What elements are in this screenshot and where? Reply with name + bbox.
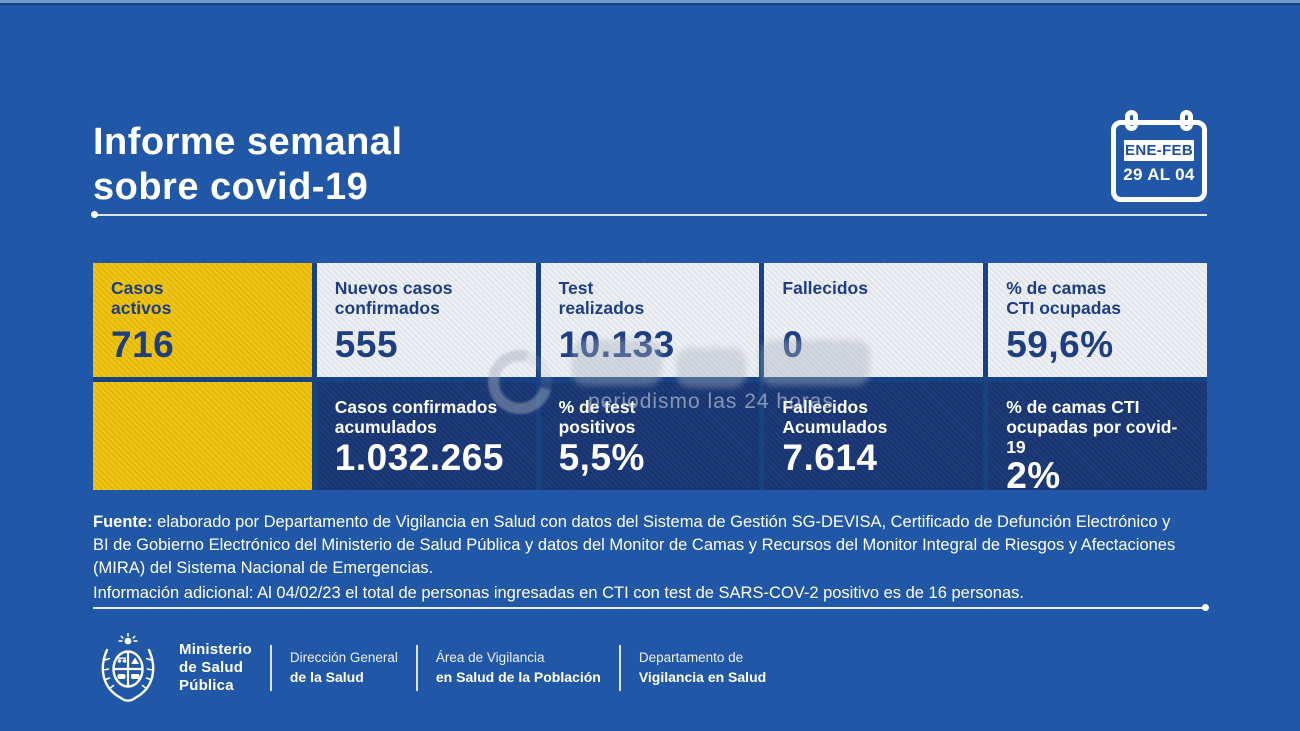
top-edge-strip [0, 0, 1300, 3]
stat-value: 1.032.265 [334, 437, 504, 478]
footer-group-direccion: Dirección General de la Salud [290, 649, 398, 686]
title-divider-dot [91, 211, 98, 218]
top-edge-line [0, 3, 1300, 5]
footer-group-line2: de la Salud [289, 668, 364, 685]
stat-card-fallecidos: Fallecidos 0 [764, 263, 984, 377]
stat-value: 2% [1006, 455, 1061, 497]
stat-card-yellow-spacer [93, 382, 312, 490]
stat-value: 7.614 [782, 437, 878, 478]
stat-card-camas-cti: % de camas CTI ocupadas 59,6% [988, 263, 1207, 377]
calendar-day-range: 29 AL 04 [1123, 165, 1195, 184]
footer-group-area-vigilancia: Área de Vigilancia en Salud de la Poblac… [436, 649, 601, 686]
info-divider-dot [1202, 604, 1209, 611]
footer-group-line1: Departamento de [638, 650, 744, 666]
stat-value: 10.133 [558, 324, 675, 365]
stat-label: % de test positivos [558, 397, 636, 438]
footer-group-departamento: Departamento de Vigilancia en Salud [639, 649, 766, 686]
calendar-month-range: ENE-FEB [1124, 140, 1194, 161]
stat-value: 716 [111, 324, 175, 365]
stat-card-test-realizados: Test realizados 10.133 [540, 263, 760, 377]
stat-label: Test realizados [558, 278, 645, 319]
stat-label: % de camas CTI ocupadas [1006, 278, 1121, 319]
source-label: Fuente: [93, 513, 153, 531]
stat-label: % de camas CTI ocupadas por covid-19 [1006, 397, 1178, 458]
footer-group-line2: en Salud de la Población [435, 668, 601, 685]
footer-group-line1: Dirección General [289, 650, 398, 666]
calendar-ring-right [1180, 110, 1193, 131]
stat-label: Fallecidos [782, 278, 868, 298]
footer-group-line2: Vigilancia en Salud [638, 668, 767, 685]
stat-card-fallecidos-acumulados: Fallecidos Acumulados 7.614 [764, 382, 984, 490]
calendar-ring-left [1125, 110, 1138, 131]
additional-info: Información adicional: Al 04/02/23 el to… [93, 584, 1024, 602]
stat-value: 5,5% [558, 437, 645, 478]
stat-card-test-positivos: % de test positivos 5,5% [540, 382, 760, 490]
stat-value: 59,6% [1006, 324, 1114, 365]
footer-group-line1: Área de Vigilancia [435, 650, 545, 666]
footer: Ministerio de Salud Pública Dirección Ge… [95, 632, 766, 704]
stat-label: Casos activos [111, 278, 172, 319]
stat-value: 555 [334, 324, 399, 365]
calendar-icon: ENE-FEB 29 AL 04 [1111, 110, 1207, 202]
title-divider [93, 214, 1207, 216]
stat-value: 0 [782, 324, 804, 365]
infographic-content: Informe semanal sobre covid-19 ENE-FEB 2… [91, 0, 1209, 731]
footer-divider [618, 645, 621, 691]
footer-divider [269, 645, 272, 691]
stat-label: Fallecidos Acumulados [782, 397, 888, 438]
source-note: Fuente: elaborado por Departamento de Vi… [93, 511, 1207, 579]
page-title: Informe semanal sobre covid-19 [93, 121, 403, 208]
stat-card-nuevos-casos: Nuevos casos confirmados 555 [316, 263, 536, 377]
stat-label: Nuevos casos confirmados [334, 278, 453, 319]
info-divider [93, 607, 1205, 609]
stat-label: Casos confirmados acumulados [334, 397, 498, 438]
stats-grid: Casos activos 716 Nuevos casos confirmad… [93, 263, 1207, 494]
stat-card-camas-cti-covid: % de camas CTI ocupadas por covid-19 2% [988, 382, 1207, 494]
calendar-body: ENE-FEB 29 AL 04 [1111, 120, 1207, 202]
stat-card-casos-acumulados: Casos confirmados acumulados 1.032.265 [316, 382, 536, 490]
stat-card-casos-activos: Casos activos 716 [93, 263, 312, 377]
footer-ministry-name: Ministerio de Salud Pública [179, 641, 252, 694]
uruguay-coat-of-arms-icon [101, 633, 155, 702]
source-text: elaborado por Departamento de Vigilancia… [93, 513, 1176, 577]
footer-divider [415, 645, 418, 691]
